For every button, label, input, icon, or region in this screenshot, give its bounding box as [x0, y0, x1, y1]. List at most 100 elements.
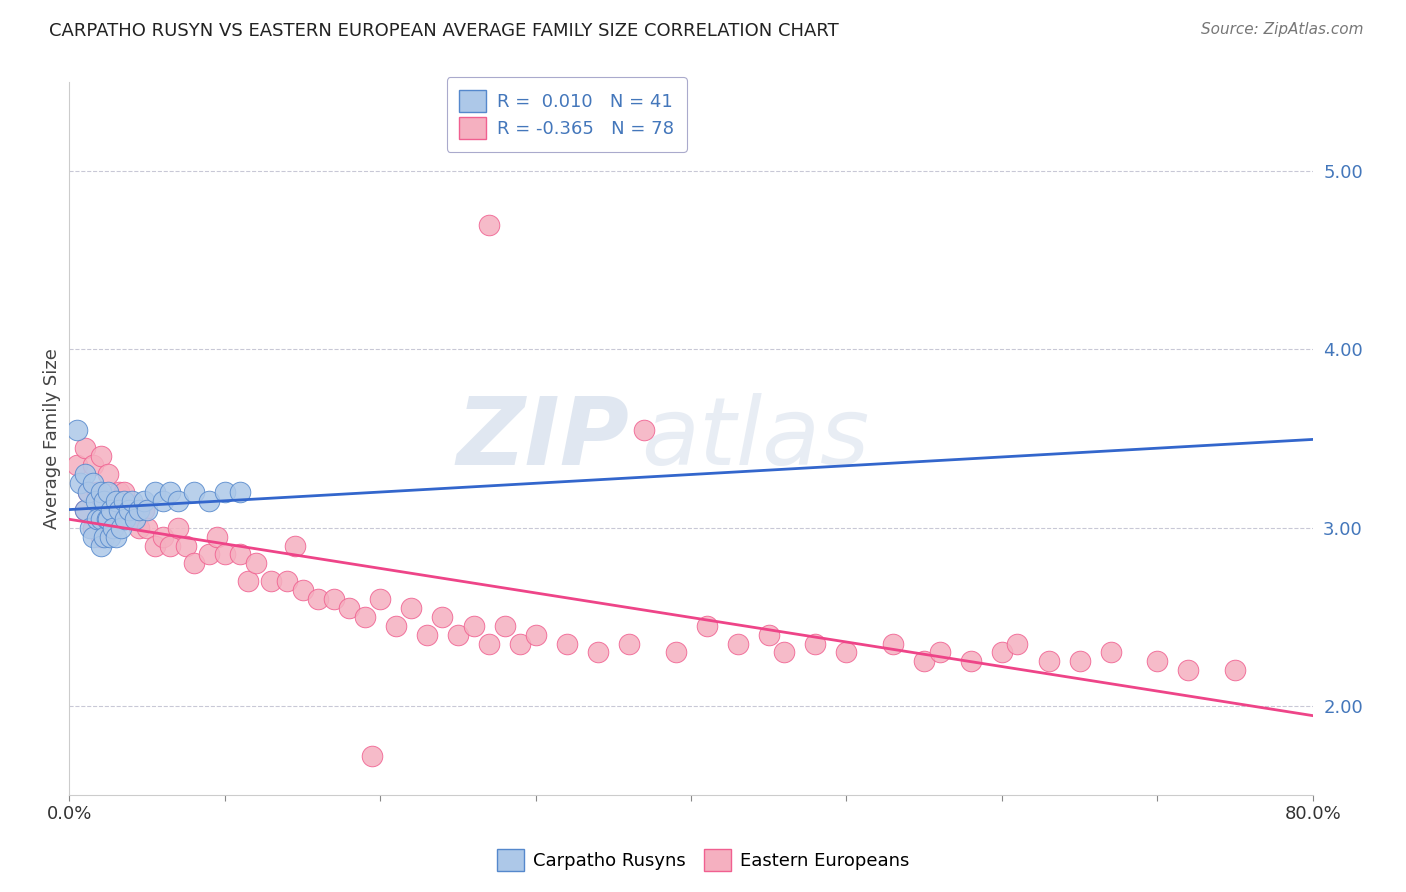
- Point: [98, 530, 121, 544]
- Point: [101, 521, 124, 535]
- Point: [100, 503, 122, 517]
- Point: [105, 494, 128, 508]
- Point: [97, 467, 120, 482]
- Point: [136, 503, 159, 517]
- Point: [284, 539, 307, 553]
- Point: [82, 530, 104, 544]
- Point: [524, 627, 547, 641]
- Point: [159, 485, 181, 500]
- Point: [509, 636, 531, 650]
- Point: [86, 485, 108, 500]
- Point: [183, 485, 205, 500]
- Point: [79, 521, 101, 535]
- Point: [463, 619, 485, 633]
- Point: [882, 636, 904, 650]
- Point: [664, 645, 686, 659]
- Point: [214, 548, 236, 562]
- Point: [152, 494, 174, 508]
- Point: [128, 503, 150, 517]
- Point: [167, 494, 190, 508]
- Point: [124, 512, 146, 526]
- Point: [1069, 654, 1091, 668]
- Point: [121, 494, 143, 508]
- Point: [96, 512, 118, 526]
- Legend: R =  0.010   N = 41, R = -0.365   N = 78: R = 0.010 N = 41, R = -0.365 N = 78: [447, 77, 688, 152]
- Point: [478, 218, 501, 232]
- Point: [1099, 645, 1122, 659]
- Point: [586, 645, 609, 659]
- Point: [110, 521, 132, 535]
- Point: [66, 423, 89, 437]
- Point: [132, 494, 155, 508]
- Point: [136, 521, 159, 535]
- Point: [198, 494, 221, 508]
- Point: [361, 748, 384, 763]
- Point: [97, 485, 120, 500]
- Point: [124, 512, 146, 526]
- Point: [73, 467, 96, 482]
- Point: [90, 450, 112, 464]
- Point: [401, 601, 423, 615]
- Point: [991, 645, 1014, 659]
- Point: [132, 503, 155, 517]
- Point: [93, 530, 115, 544]
- Point: [214, 485, 236, 500]
- Point: [245, 557, 267, 571]
- Point: [432, 610, 454, 624]
- Point: [108, 485, 131, 500]
- Point: [912, 654, 935, 668]
- Point: [117, 503, 139, 517]
- Point: [1146, 654, 1168, 668]
- Point: [152, 530, 174, 544]
- Point: [385, 619, 408, 633]
- Point: [93, 494, 115, 508]
- Point: [90, 512, 112, 526]
- Point: [77, 485, 100, 500]
- Point: [773, 645, 796, 659]
- Point: [112, 485, 135, 500]
- Point: [260, 574, 283, 589]
- Point: [1038, 654, 1060, 668]
- Point: [478, 636, 501, 650]
- Point: [174, 539, 197, 553]
- Point: [447, 627, 470, 641]
- Point: [617, 636, 640, 650]
- Legend: Carpatho Rusyns, Eastern Europeans: Carpatho Rusyns, Eastern Europeans: [489, 842, 917, 879]
- Point: [77, 485, 100, 500]
- Point: [114, 512, 136, 526]
- Point: [337, 601, 360, 615]
- Point: [69, 476, 91, 491]
- Point: [128, 521, 150, 535]
- Point: [928, 645, 950, 659]
- Text: atlas: atlas: [641, 393, 869, 484]
- Point: [101, 503, 124, 517]
- Point: [143, 539, 166, 553]
- Point: [73, 503, 96, 517]
- Text: Source: ZipAtlas.com: Source: ZipAtlas.com: [1201, 22, 1364, 37]
- Point: [353, 610, 375, 624]
- Point: [368, 592, 391, 607]
- Point: [727, 636, 749, 650]
- Point: [696, 619, 718, 633]
- Point: [322, 592, 344, 607]
- Point: [117, 503, 139, 517]
- Point: [90, 530, 112, 544]
- Point: [555, 636, 578, 650]
- Point: [167, 521, 190, 535]
- Point: [494, 619, 516, 633]
- Point: [143, 485, 166, 500]
- Point: [1223, 663, 1246, 677]
- Point: [105, 530, 128, 544]
- Point: [183, 557, 205, 571]
- Point: [97, 521, 120, 535]
- Point: [238, 574, 260, 589]
- Point: [82, 476, 104, 491]
- Point: [205, 530, 228, 544]
- Point: [105, 494, 128, 508]
- Text: CARPATHO RUSYN VS EASTERN EUROPEAN AVERAGE FAMILY SIZE CORRELATION CHART: CARPATHO RUSYN VS EASTERN EUROPEAN AVERA…: [49, 22, 839, 40]
- Point: [73, 503, 96, 517]
- Point: [82, 458, 104, 473]
- Point: [229, 548, 252, 562]
- Point: [229, 485, 252, 500]
- Point: [198, 548, 221, 562]
